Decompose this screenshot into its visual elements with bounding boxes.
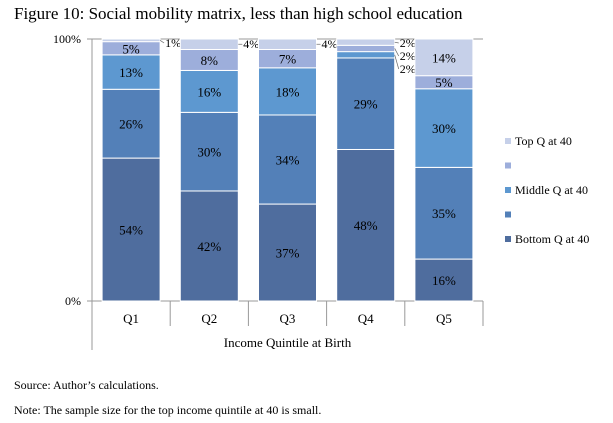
bar-segment: [258, 38, 317, 50]
bar-segment: [336, 44, 396, 53]
x-axis-label: Income Quintile at Birth: [224, 335, 352, 350]
data-label: 2%: [400, 36, 416, 50]
source-note: Source: Author’s calculations.: [14, 378, 159, 392]
bar-segment: [414, 88, 474, 168]
bar-segment: [414, 38, 474, 77]
legend-swatch: [505, 236, 511, 242]
bar-segment: [258, 203, 317, 302]
bar-segment: [414, 258, 474, 302]
bar-segment: [179, 69, 239, 113]
data-label: 18%: [276, 84, 300, 99]
data-label: 2%: [400, 62, 416, 76]
data-label: 14%: [432, 50, 456, 65]
x-tick-label: Q5: [436, 311, 452, 326]
bar-segment: [101, 38, 161, 43]
leader-line: [394, 48, 400, 57]
data-label: 37%: [276, 246, 300, 261]
x-tick-label: Q2: [201, 311, 217, 326]
legend-swatch: [505, 138, 511, 144]
data-label: 8%: [201, 53, 219, 68]
x-tick-label: Q1: [123, 311, 139, 326]
bar-segment: [179, 111, 239, 192]
bar-segment: [336, 57, 396, 150]
leader-line: [394, 54, 400, 70]
legend-swatch: [505, 211, 511, 218]
bar-segment: [101, 54, 161, 90]
leader-line: [159, 40, 165, 44]
bar-segment: [258, 114, 317, 205]
bar-segment: [414, 166, 474, 260]
bar-segment: [101, 157, 161, 302]
leader-line: [394, 41, 399, 44]
legend-swatch: [505, 187, 511, 193]
x-tick-label: Q3: [280, 311, 296, 326]
data-label: 2%: [400, 49, 416, 63]
x-tick-label: Q4: [358, 311, 374, 326]
data-label: 13%: [119, 65, 143, 80]
data-label: 4%: [243, 37, 259, 51]
data-label: 30%: [197, 145, 221, 160]
bar-segment: [336, 148, 396, 302]
bar-segment: [101, 88, 161, 159]
data-label: 29%: [354, 97, 378, 112]
bar-segment: [179, 190, 239, 302]
sample-note: Note: The sample size for the top income…: [14, 403, 322, 417]
bar-segment: [336, 38, 396, 46]
data-label: 48%: [354, 218, 378, 233]
bar-segment: [179, 38, 239, 50]
legend-swatch: [505, 162, 511, 169]
y-tick-label: 100%: [53, 32, 81, 46]
data-label: 30%: [432, 121, 456, 136]
data-label: 34%: [276, 153, 300, 168]
bar-segment: [258, 67, 317, 116]
data-label: 7%: [279, 52, 297, 67]
data-label: 42%: [197, 239, 221, 254]
legend-label: Top Q at 40: [515, 134, 572, 148]
data-label: 54%: [119, 223, 143, 238]
data-label: 1%: [165, 36, 181, 50]
bar-segment: [336, 51, 396, 59]
data-label: 5%: [435, 75, 453, 90]
data-label: 5%: [122, 41, 140, 56]
data-label: 35%: [432, 206, 456, 221]
legend-label: Bottom Q at 40: [515, 232, 589, 246]
y-tick-label: 0%: [65, 294, 81, 308]
data-label: 26%: [119, 117, 143, 132]
legend-label: Middle Q at 40: [515, 183, 588, 197]
figure-title: Figure 10: Social mobility matrix, less …: [14, 4, 463, 23]
data-label: 16%: [197, 84, 221, 99]
data-label: 16%: [432, 273, 456, 288]
data-label: 4%: [322, 37, 338, 51]
